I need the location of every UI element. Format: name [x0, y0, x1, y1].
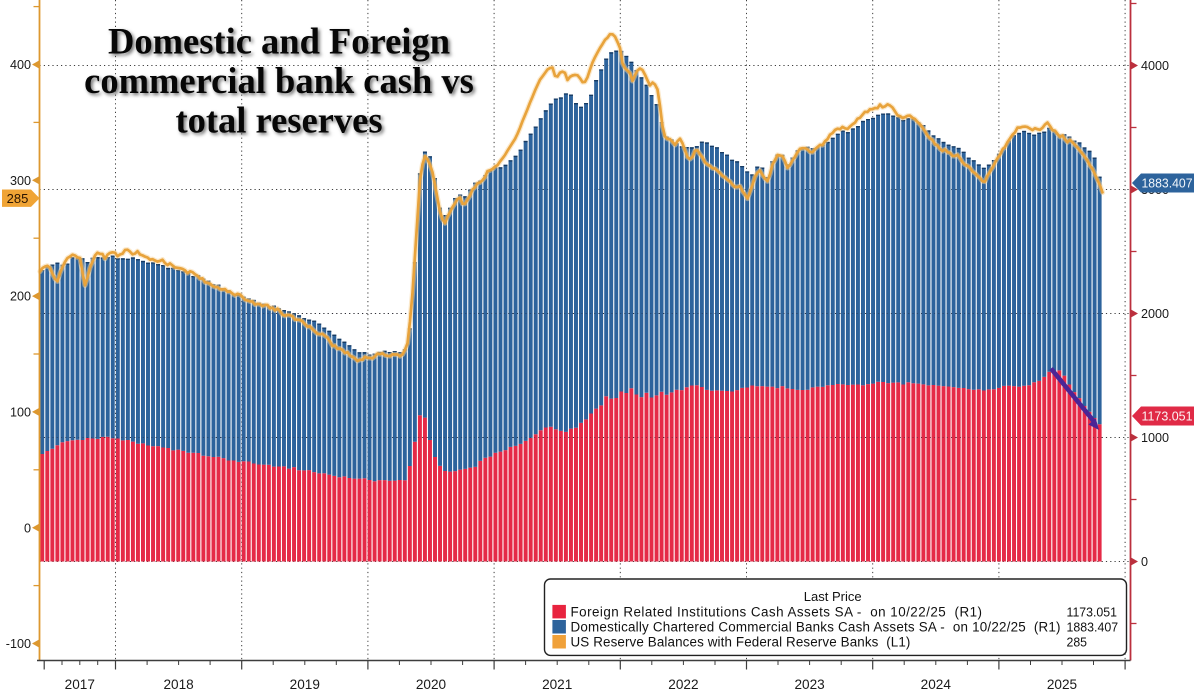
svg-text:2018: 2018	[163, 677, 193, 692]
svg-text:1173.051: 1173.051	[1067, 605, 1118, 619]
svg-text:2021: 2021	[542, 677, 572, 692]
svg-text:1883.407: 1883.407	[1142, 176, 1193, 191]
svg-text:Last Price: Last Price	[804, 589, 862, 604]
svg-text:2025: 2025	[1047, 677, 1077, 692]
svg-text:Foreign Related Institutions C: Foreign Related Institutions Cash Assets…	[571, 604, 983, 619]
svg-text:2000: 2000	[1141, 307, 1169, 321]
svg-text:400: 400	[10, 58, 31, 72]
svg-text:0: 0	[24, 521, 31, 535]
svg-text:2019: 2019	[290, 677, 320, 692]
svg-text:1000: 1000	[1141, 431, 1169, 445]
svg-text:Domestic and Foreign: Domestic and Foreign	[108, 21, 450, 62]
svg-text:total reserves: total reserves	[175, 100, 382, 141]
svg-text:4000: 4000	[1141, 59, 1169, 73]
svg-text:commercial bank cash vs: commercial bank cash vs	[84, 60, 474, 101]
svg-text:285: 285	[7, 191, 29, 206]
svg-text:Domestically Chartered Commerc: Domestically Chartered Commercial Banks …	[571, 620, 1061, 635]
svg-text:2022: 2022	[668, 677, 698, 692]
svg-text:1173.051: 1173.051	[1142, 409, 1193, 424]
svg-text:1883.407: 1883.407	[1067, 621, 1119, 635]
svg-text:2017: 2017	[65, 677, 95, 692]
svg-text:2020: 2020	[416, 677, 447, 692]
svg-text:US Reserve Balances with Feder: US Reserve Balances with Federal Reserve…	[571, 635, 911, 650]
svg-text:300: 300	[10, 174, 31, 188]
svg-text:200: 200	[10, 290, 31, 304]
svg-text:285: 285	[1067, 636, 1088, 650]
svg-text:2024: 2024	[921, 677, 952, 692]
svg-text:0: 0	[1141, 555, 1148, 569]
svg-text:-100: -100	[6, 637, 31, 651]
svg-text:100: 100	[10, 406, 31, 420]
svg-text:2023: 2023	[794, 677, 824, 692]
